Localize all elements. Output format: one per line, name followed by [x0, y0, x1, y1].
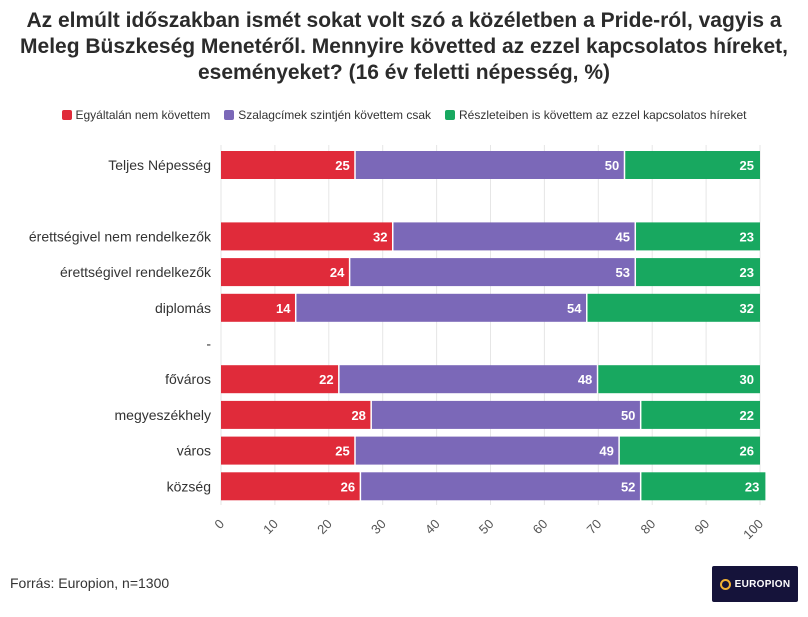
data-label: 50 [621, 408, 635, 423]
data-label: 32 [740, 301, 754, 316]
bar-segment [221, 151, 355, 179]
data-label: 30 [740, 372, 754, 387]
data-label: 54 [567, 301, 582, 316]
bar-segment [296, 293, 587, 322]
bar-segment [641, 400, 760, 429]
legend-label: Részleteiben is követtem az ezzel kapcso… [459, 108, 747, 122]
data-label: 25 [335, 444, 349, 459]
bar-segment [339, 365, 597, 394]
bar-segment [619, 436, 760, 465]
data-label: 14 [276, 301, 291, 316]
legend-swatch-red [61, 110, 72, 120]
x-tick-label: 100 [740, 516, 766, 542]
bar-segment [221, 365, 339, 394]
bar-segment [636, 258, 760, 287]
data-label: 50 [605, 158, 619, 173]
data-label: 26 [740, 444, 754, 459]
data-label: 23 [740, 265, 754, 280]
x-tick-label: 40 [422, 516, 443, 537]
logo-text: EUROPION [734, 578, 791, 590]
x-tick-label: 30 [368, 516, 389, 537]
legend-label: Szalagcímek szintjén követtem csak [238, 108, 431, 122]
legend-swatch-purple [224, 110, 235, 120]
europion-logo: EUROPION [712, 566, 798, 602]
legend-label: Egyáltalán nem követtem [75, 108, 211, 122]
category-label: község [167, 478, 211, 494]
bar-segment [361, 472, 640, 501]
bar-segment [221, 400, 371, 429]
legend-item-not-followed: Egyáltalán nem követtem [61, 108, 211, 122]
stacked-bar-chart: 0 10 20 30 40 50 60 70 80 90 100 Teljes Népesség 25 5… [29, 145, 766, 542]
data-label: 22 [319, 372, 333, 387]
x-tick-label: 60 [530, 516, 551, 537]
bar-segment [221, 293, 295, 322]
legend-item-headlines: Szalagcímek szintjén követtem csak [224, 108, 431, 122]
category-label: érettségivel nem rendelkezők [29, 228, 212, 244]
x-tick-label: 10 [260, 516, 281, 537]
bar-segment [625, 151, 760, 179]
data-label: 28 [351, 408, 365, 423]
bar-segment [598, 365, 760, 394]
x-tick-label: 70 [584, 516, 605, 537]
x-tick-label: 90 [691, 516, 712, 537]
data-label: 32 [373, 229, 387, 244]
category-label: érettségivel rendelkezők [60, 264, 212, 280]
legend-swatch-green [445, 110, 455, 120]
bar-segment [221, 472, 360, 501]
category-label: város [177, 443, 211, 459]
legend-item-details: Részleteiben is követtem az ezzel kapcso… [445, 108, 746, 122]
bar-segment [355, 436, 619, 465]
category-label: diplomás [155, 300, 211, 316]
data-label: 24 [330, 265, 345, 280]
bar-segment [587, 293, 760, 322]
x-tick-label: 20 [314, 516, 335, 537]
x-tick-label: 50 [476, 516, 497, 537]
bar-segment [636, 222, 760, 251]
category-label: Teljes Népesség [108, 157, 211, 173]
data-label: 25 [740, 158, 754, 173]
bar-segment [221, 222, 392, 251]
bar-segment [355, 151, 624, 179]
legend: Egyáltalán nem követtem Szalagcímek szin… [0, 108, 808, 122]
data-label: 23 [745, 479, 759, 494]
x-tick-label: 0 [211, 516, 227, 532]
chart-title: Az elmúlt időszakban ismét sokat volt sz… [20, 9, 788, 84]
source-note: Forrás: Europion, n=1300 [10, 575, 170, 591]
data-label: 49 [599, 444, 613, 459]
data-label: 23 [740, 229, 754, 244]
data-label: 45 [616, 229, 630, 244]
data-label: 26 [341, 479, 355, 494]
bar-segment [350, 258, 635, 287]
category-label: - [206, 336, 211, 352]
bar-segment [371, 400, 640, 429]
data-label: 52 [621, 479, 635, 494]
bar-segment [221, 258, 349, 287]
category-label: főváros [165, 371, 211, 387]
bar-segment [641, 472, 766, 501]
bar-segment [221, 436, 355, 465]
x-tick-label: 80 [637, 516, 658, 537]
data-label: 22 [740, 408, 754, 423]
data-label: 53 [616, 265, 630, 280]
data-label: 25 [335, 158, 349, 173]
logo-icon [719, 578, 731, 590]
bar-segment [393, 222, 635, 251]
data-label: 48 [578, 372, 592, 387]
category-label: megyeszékhely [115, 407, 212, 423]
